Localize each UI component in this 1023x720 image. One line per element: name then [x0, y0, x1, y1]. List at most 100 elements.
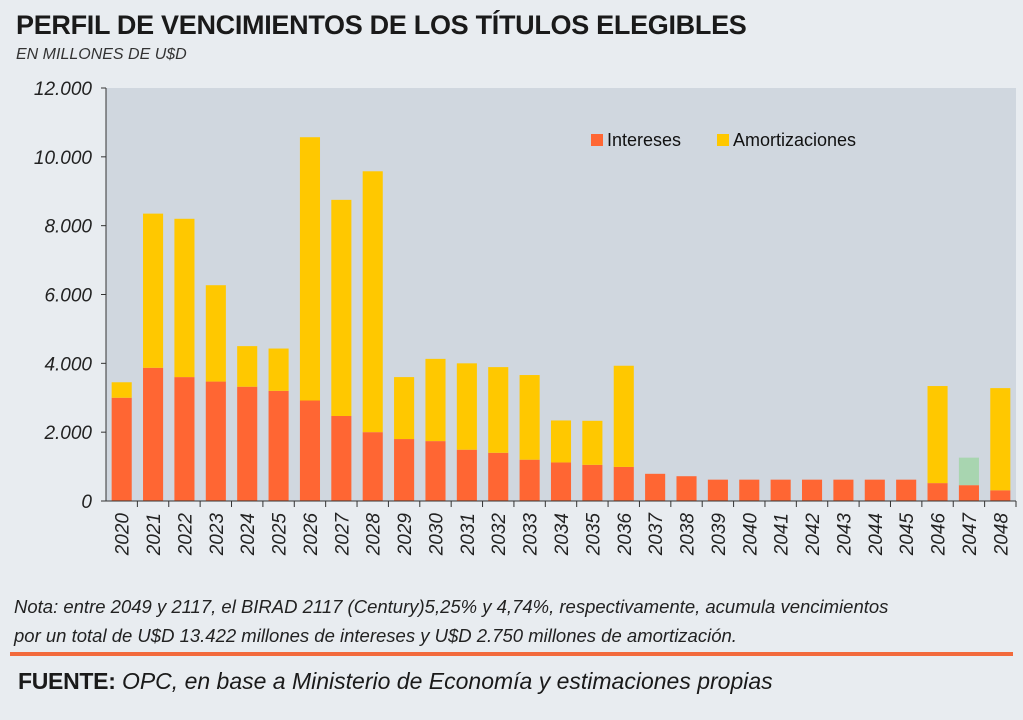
x-tick-label: 2041 [772, 513, 793, 556]
bar-amortizaciones-2036 [613, 365, 634, 467]
legend-swatch-intereses [591, 134, 603, 146]
bar-intereses-2022 [174, 377, 195, 501]
bar-intereses-2032 [488, 452, 509, 501]
chart-title: PERFIL DE VENCIMIENTOS DE LOS TÍTULOS EL… [16, 10, 747, 40]
x-tick-label: 2028 [364, 513, 385, 557]
x-tick-label: 2045 [897, 513, 918, 557]
bar-intereses-2045 [896, 479, 917, 501]
x-axis: 2020 2021 2022 2023 2024 2025 2026 2027 2028 2029… [106, 500, 1017, 557]
x-tick-label: 2023 [207, 513, 228, 557]
legend: Intereses Amortizaciones [591, 130, 856, 150]
bar-amortizaciones-2021 [143, 213, 164, 368]
bar-intereses-2030 [425, 441, 446, 501]
bar-intereses-2035 [582, 464, 603, 501]
bar-intereses-2025 [268, 390, 289, 501]
bar-intereses-2048 [990, 490, 1011, 501]
bar-intereses-2028 [362, 432, 383, 501]
bar-intereses-2033 [519, 459, 540, 501]
divider-rule [10, 652, 1013, 656]
source-line: FUENTE: OPC, en base a Ministerio de Eco… [18, 668, 773, 695]
bar-intereses-2031 [456, 449, 477, 501]
x-tick-label: 2039 [709, 513, 730, 557]
bar-amortizaciones-2026 [299, 137, 321, 401]
bar-amortizaciones-2029 [394, 377, 415, 440]
y-tick-label: 12.000 [34, 79, 93, 100]
x-tick-label: 2042 [803, 513, 824, 557]
bar-amortizaciones-2031 [456, 363, 477, 450]
bar-intereses-2023 [205, 381, 226, 501]
x-tick-label: 2040 [740, 513, 761, 557]
bar-intereses-2029 [394, 439, 415, 501]
bar-intereses-2038 [676, 476, 697, 501]
x-tick-label: 2025 [270, 513, 291, 557]
x-tick-label: 2029 [395, 513, 416, 557]
bar-amortizaciones-2032 [488, 367, 509, 453]
footnote-line-2: por un total de U$D 13.422 millones de i… [14, 625, 737, 646]
bar-intereses-2020 [111, 397, 132, 501]
bar-amortizaciones-2046 [927, 386, 948, 484]
footnote-line-1: Nota: entre 2049 y 2117, el BIRAD 2117 (… [14, 596, 889, 617]
bar-intereses-2039 [707, 479, 728, 501]
y-tick-label: 10.000 [34, 148, 93, 169]
legend-label-amortizaciones: Amortizaciones [733, 130, 856, 150]
bar-amortizaciones-2035 [582, 420, 603, 465]
bar-amortizaciones-2033 [519, 375, 540, 460]
y-tick-label: 4.000 [44, 354, 92, 375]
bar-intereses-2041 [770, 479, 791, 501]
bar-intereses-2024 [237, 386, 258, 501]
y-tick-label: 8.000 [44, 217, 92, 238]
y-tick-label: 0 [81, 492, 92, 513]
y-tick-label: 6.000 [44, 286, 92, 307]
source-label: FUENTE: [18, 668, 116, 694]
x-tick-label: 2046 [929, 513, 950, 557]
x-tick-label: 2020 [113, 513, 134, 557]
x-tick-label: 2035 [583, 513, 604, 557]
x-tick-label: 2022 [175, 513, 196, 557]
x-tick-label: 2048 [991, 513, 1012, 557]
x-tick-label: 2026 [301, 513, 322, 557]
x-tick-label: 2038 [678, 513, 699, 557]
bar-amortizaciones-2030 [425, 358, 446, 442]
bars-group [111, 137, 1011, 501]
x-tick-label: 2037 [646, 512, 667, 557]
x-tick-label: 2021 [144, 513, 165, 556]
x-tick-label: 2034 [552, 513, 573, 556]
bar-amortizaciones-2023 [205, 285, 226, 382]
legend-label-intereses: Intereses [607, 130, 681, 150]
footnote: Nota: entre 2049 y 2117, el BIRAD 2117 (… [14, 592, 1004, 650]
bar-amortizaciones-2025 [268, 348, 289, 391]
bar-amortizaciones-2034 [550, 420, 572, 463]
bar-intereses-2040 [739, 479, 760, 501]
x-tick-label: 2027 [332, 512, 353, 557]
bar-amortizaciones-2020 [111, 382, 132, 398]
bar-amortizaciones-2027 [331, 199, 352, 416]
x-tick-label: 2032 [489, 513, 510, 557]
y-axis: 0 2.000 4.000 6.000 8.000 10.000 12.000 [34, 79, 107, 513]
y-tick-label: 2.000 [43, 423, 92, 444]
bar-intereses-2047 [958, 485, 979, 501]
bar-amortizaciones-2024 [237, 346, 258, 387]
bar-amortizaciones-2022 [174, 218, 195, 378]
x-tick-label: 2043 [834, 513, 855, 557]
x-tick-label: 2024 [238, 513, 259, 556]
source-text: OPC, en base a Ministerio de Economía y … [121, 668, 773, 694]
bar-intereses-2046 [927, 483, 948, 501]
bar-intereses-2036 [613, 466, 634, 501]
bar-intereses-2027 [331, 415, 352, 501]
bar-amortizaciones-2048 [990, 388, 1011, 491]
x-tick-label: 2044 [866, 513, 887, 556]
bar-intereses-2042 [801, 479, 823, 501]
bar-amortizaciones-2028 [362, 171, 383, 433]
chart-subtitle: EN MILLONES DE U$D [16, 46, 187, 63]
x-tick-label: 2036 [615, 513, 636, 557]
x-tick-label: 2031 [458, 513, 479, 556]
bar-intereses-2037 [645, 473, 666, 501]
x-tick-label: 2047 [960, 512, 981, 557]
bar-intereses-2043 [833, 479, 854, 501]
bar-intereses-2044 [864, 479, 885, 501]
legend-swatch-amortizaciones [717, 134, 729, 146]
bar-amortizaciones-2047 [958, 457, 979, 486]
x-tick-label: 2033 [521, 513, 542, 557]
bar-intereses-2034 [550, 462, 572, 501]
